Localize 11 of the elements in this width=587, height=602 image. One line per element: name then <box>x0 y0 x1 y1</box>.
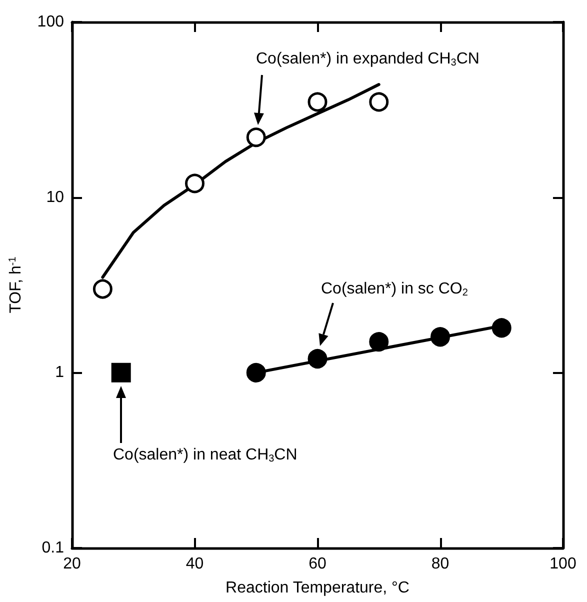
x-tick-label: 40 <box>186 556 204 572</box>
x-tick-label: 100 <box>550 556 576 572</box>
y-axis-title: TOF, h-1 <box>8 256 24 314</box>
y-tick-label: 10 <box>46 188 64 206</box>
y-tick-label: 1 <box>55 364 64 382</box>
x-tick-label: 80 <box>431 556 450 572</box>
x-tick-label: 20 <box>63 556 81 572</box>
x-tick-label: 60 <box>308 556 326 572</box>
x-axis-title: Reaction Temperature, °C <box>226 580 410 596</box>
y-tick-label: 100 <box>37 14 64 30</box>
y-tick-label: 0.1 <box>42 540 64 556</box>
